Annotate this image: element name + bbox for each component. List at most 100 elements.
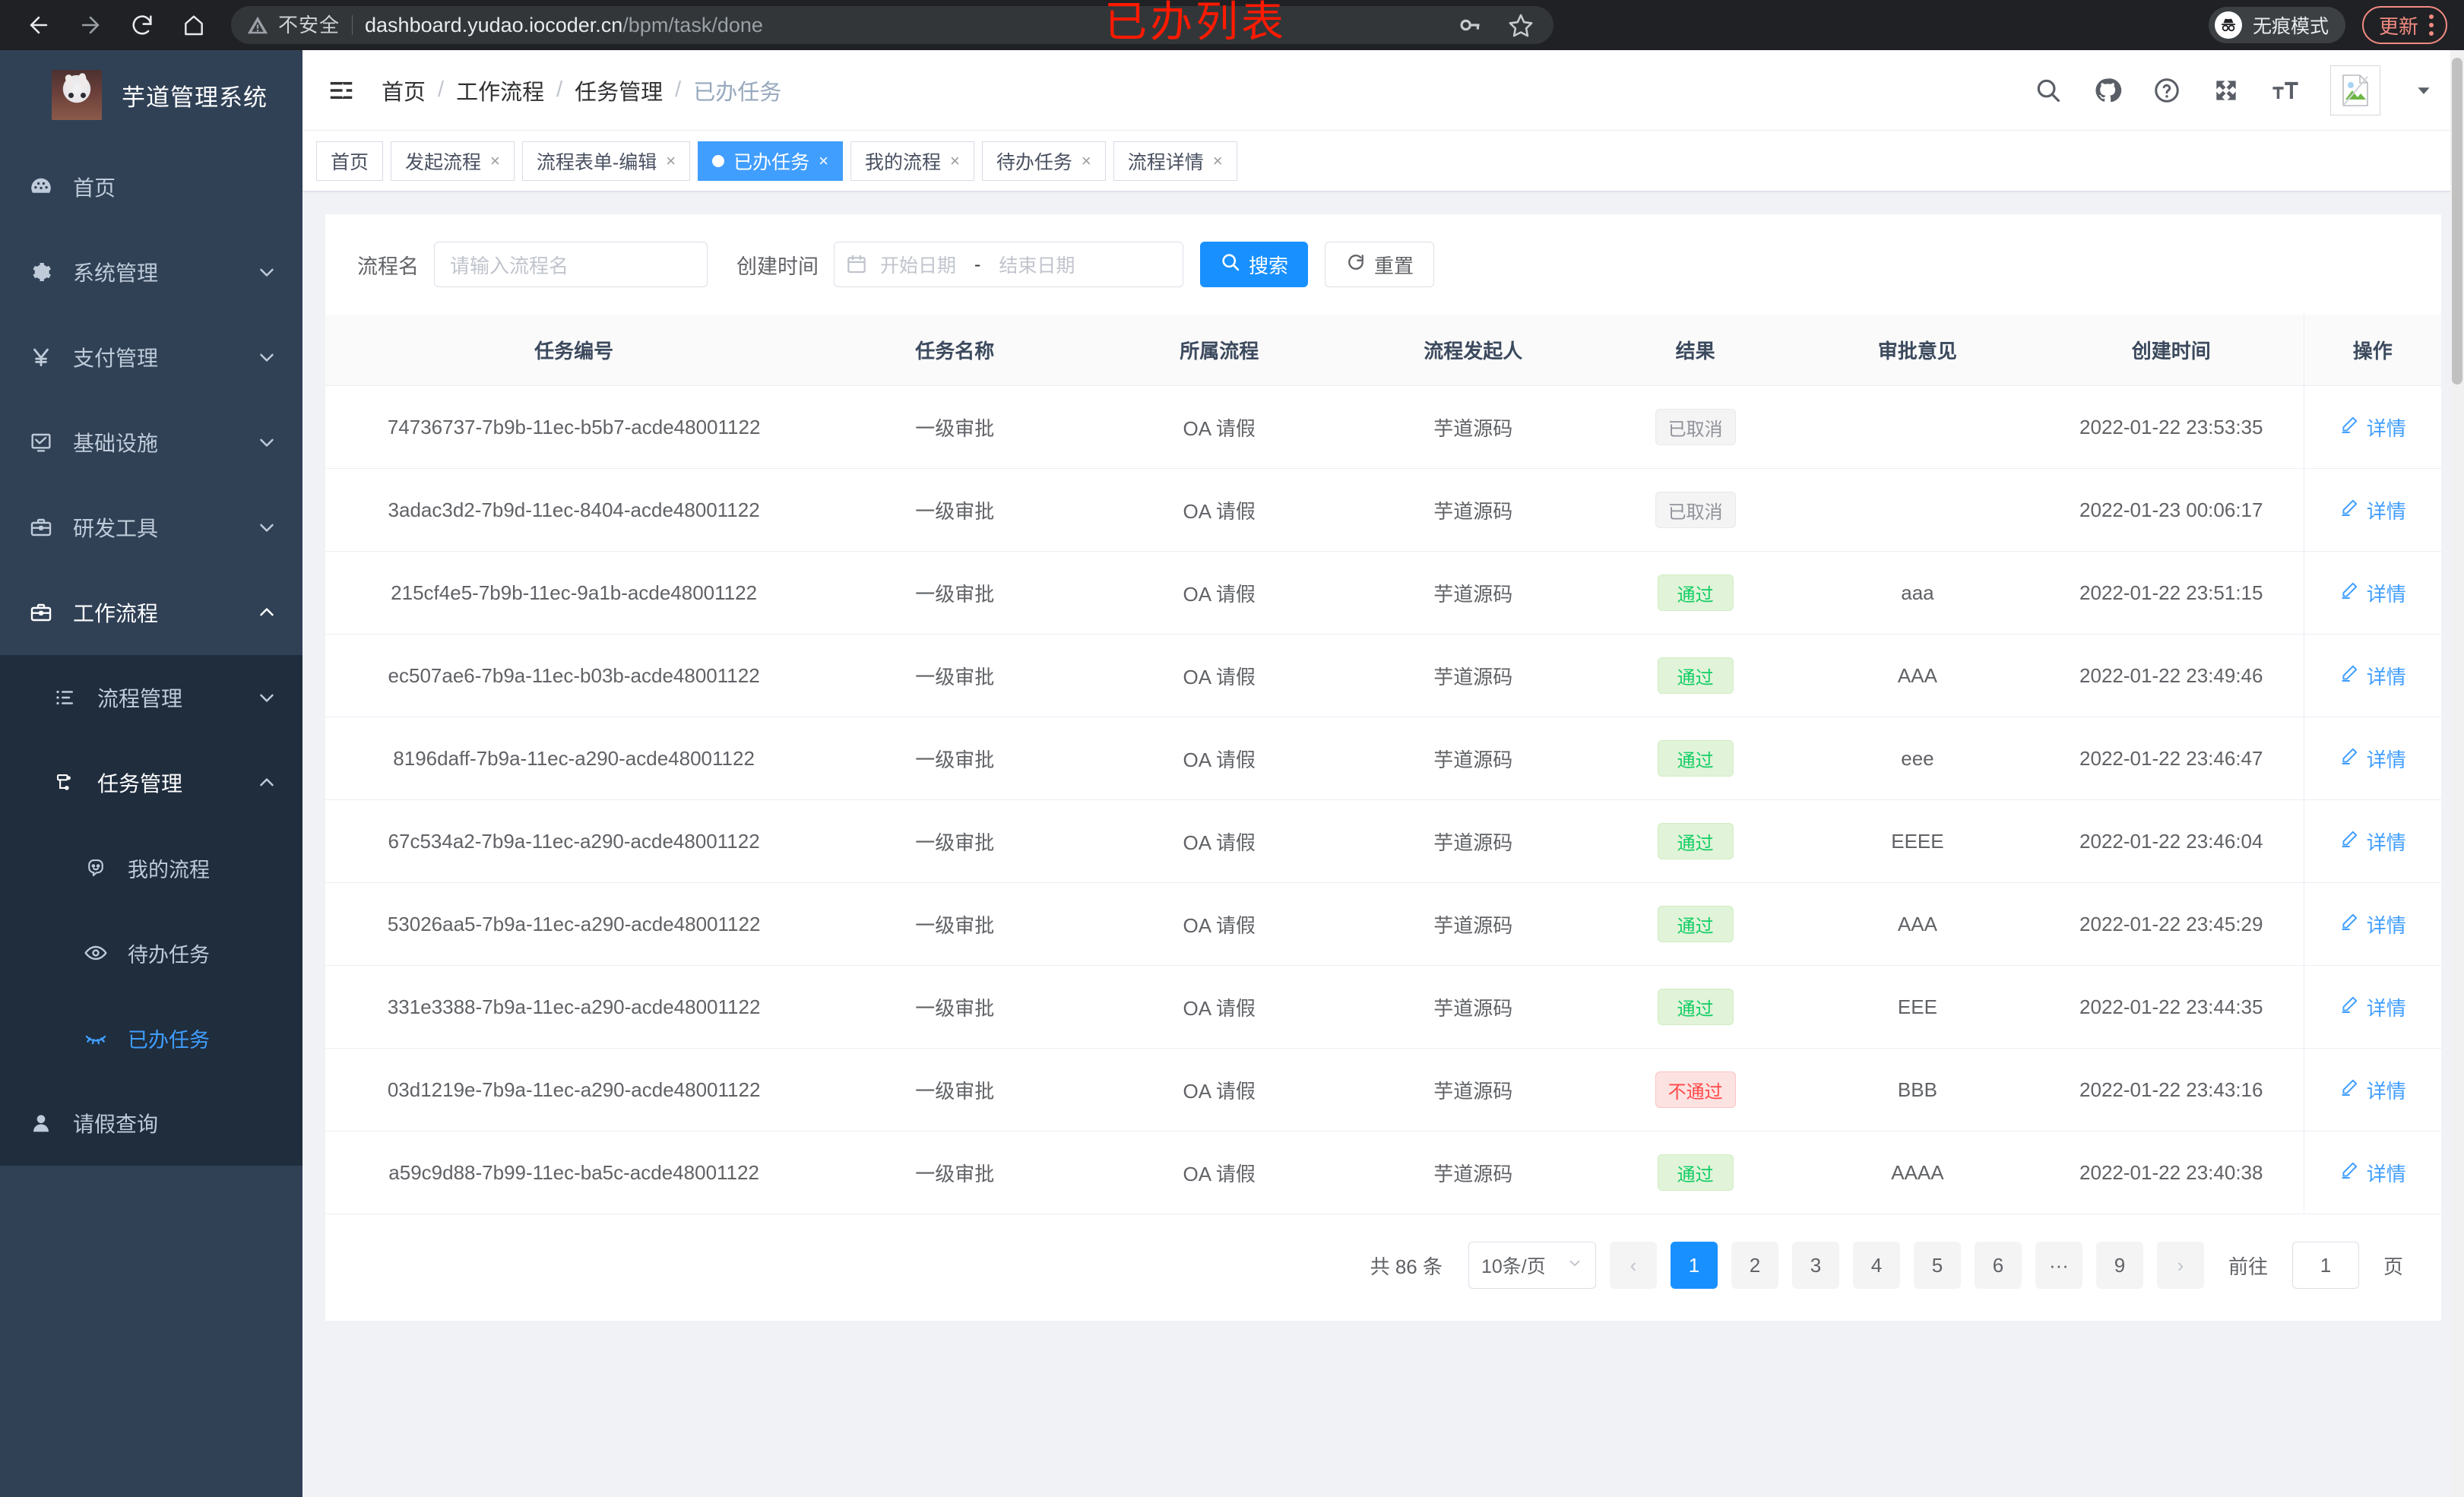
sidebar-item-my-process[interactable]: 我的流程 xyxy=(0,825,302,910)
prev-page-button[interactable]: ‹ xyxy=(1609,1242,1657,1289)
star-icon[interactable] xyxy=(1508,12,1534,38)
page-scrollbar-thumb[interactable] xyxy=(2452,58,2462,385)
page-button-3[interactable]: 3 xyxy=(1791,1242,1839,1289)
table-row[interactable]: a59c9d88-7b99-11ec-ba5c-acde48001122 一级审批… xyxy=(325,1131,2441,1214)
close-icon[interactable]: × xyxy=(666,150,676,170)
table-row[interactable]: 215cf4e5-7b9b-11ec-9a1b-acde48001122 一级审批… xyxy=(325,551,2441,635)
detail-button[interactable]: 详情 xyxy=(2339,1159,2406,1187)
reset-button[interactable]: 重置 xyxy=(1325,242,1435,287)
sidebar-item-system-management[interactable]: 系统管理 xyxy=(0,229,302,315)
hamburger-icon[interactable] xyxy=(322,76,360,105)
cell-starter: 芋道源码 xyxy=(1351,1131,1595,1214)
column-header-create-time[interactable]: 创建时间 xyxy=(2039,315,2304,386)
cell-create-time: 2022-01-22 23:46:47 xyxy=(2039,717,2304,800)
tab-done-task[interactable]: 已办任务 × xyxy=(698,141,843,181)
status-badge: 通过 xyxy=(1657,906,1734,942)
page-button-9[interactable]: 9 xyxy=(2095,1242,2143,1289)
page-button-4[interactable]: 4 xyxy=(1852,1242,1900,1289)
detail-button[interactable]: 详情 xyxy=(2339,413,2406,442)
table-row[interactable]: 8196daff-7b9a-11ec-a290-acde48001122 一级审批… xyxy=(325,717,2441,800)
search-icon[interactable] xyxy=(2034,76,2063,105)
home-button[interactable] xyxy=(172,3,216,47)
sidebar-item-infrastructure[interactable]: 基础设施 xyxy=(0,400,302,485)
sidebar-logo[interactable]: 芋道管理系统 xyxy=(0,50,302,140)
tab-start-process[interactable]: 发起流程 × xyxy=(391,141,515,181)
search-button[interactable]: 搜索 xyxy=(1200,242,1309,287)
tab-process-detail[interactable]: 流程详情 × xyxy=(1113,141,1237,181)
sidebar-item-process-management[interactable]: 流程管理 xyxy=(0,655,302,740)
fullscreen-icon[interactable] xyxy=(2212,76,2241,105)
detail-button[interactable]: 详情 xyxy=(2339,496,2406,524)
column-header-opinion[interactable]: 审批意见 xyxy=(1795,315,2040,386)
column-header-task-name[interactable]: 任务名称 xyxy=(822,315,1088,386)
reload-button[interactable] xyxy=(120,3,164,47)
page-scrollbar-track[interactable] xyxy=(2450,50,2464,1497)
github-icon[interactable] xyxy=(2093,76,2122,105)
cell-task-id: 8196daff-7b9a-11ec-a290-acde48001122 xyxy=(325,717,823,800)
top-bar-icons xyxy=(2034,65,2434,116)
caret-down-icon[interactable] xyxy=(2414,81,2434,100)
breadcrumb-item-1[interactable]: 工作流程 xyxy=(456,80,545,105)
sidebar-item-todo-task[interactable]: 待办任务 xyxy=(0,910,302,995)
table-row[interactable]: 331e3388-7b9a-11ec-a290-acde48001122 一级审批… xyxy=(325,965,2441,1049)
close-icon[interactable]: × xyxy=(1081,150,1091,170)
sidebar-item-workflow[interactable]: 工作流程 xyxy=(0,570,302,655)
table-row[interactable]: 03d1219e-7b9a-11ec-a290-acde48001122 一级审批… xyxy=(325,1048,2441,1131)
incognito-indicator[interactable]: 无痕模式 xyxy=(2208,7,2345,43)
column-header-process[interactable]: 所属流程 xyxy=(1087,315,1352,386)
sidebar-item-leave-query[interactable]: 请假查询 xyxy=(0,1081,302,1166)
kebab-menu-icon[interactable] xyxy=(2429,14,2434,36)
status-badge: 通过 xyxy=(1657,823,1734,859)
process-name-input[interactable]: 请输入流程名 xyxy=(434,242,708,287)
detail-button[interactable]: 详情 xyxy=(2339,910,2406,938)
page-button-5[interactable]: 5 xyxy=(1913,1242,1961,1289)
forward-button[interactable] xyxy=(68,3,112,47)
sidebar-item-payment-management[interactable]: 支付管理 xyxy=(0,315,302,400)
breadcrumb-item-0[interactable]: 首页 xyxy=(382,80,426,105)
goto-page-input[interactable]: 1 xyxy=(2291,1242,2359,1289)
font-size-icon[interactable] xyxy=(2271,76,2300,105)
column-header-result[interactable]: 结果 xyxy=(1595,315,1796,386)
search-button-label: 搜索 xyxy=(1249,254,1289,277)
tab-process-form-edit[interactable]: 流程表单-编辑 × xyxy=(521,141,691,181)
sidebar-item-done-task[interactable]: 已办任务 xyxy=(0,995,302,1081)
page-button-1[interactable]: 1 xyxy=(1670,1242,1718,1289)
table-row[interactable]: 53026aa5-7b9a-11ec-a290-acde48001122 一级审批… xyxy=(325,882,2441,966)
help-circle-icon[interactable] xyxy=(2152,76,2181,105)
close-icon[interactable]: × xyxy=(819,150,828,170)
tab-home[interactable]: 首页 xyxy=(316,141,384,181)
detail-button[interactable]: 详情 xyxy=(2339,579,2406,607)
page-button-6[interactable]: 6 xyxy=(1974,1242,2022,1289)
avatar[interactable] xyxy=(2330,65,2380,116)
create-time-range-picker[interactable]: 开始日期 - 结束日期 xyxy=(834,242,1183,287)
sidebar-item-home[interactable]: 首页 xyxy=(0,144,302,229)
close-icon[interactable]: × xyxy=(949,150,960,170)
page-size-select[interactable]: 10条/页 xyxy=(1468,1242,1596,1289)
detail-button[interactable]: 详情 xyxy=(2339,662,2406,690)
next-page-button[interactable]: › xyxy=(2156,1242,2204,1289)
table-row[interactable]: 3adac3d2-7b9d-11ec-8404-acde48001122 一级审批… xyxy=(325,468,2441,552)
table-row[interactable]: 67c534a2-7b9a-11ec-a290-acde48001122 一级审批… xyxy=(325,799,2441,883)
page-button-2[interactable]: 2 xyxy=(1731,1242,1778,1289)
detail-button[interactable]: 详情 xyxy=(2339,745,2406,773)
close-icon[interactable]: × xyxy=(490,150,500,170)
breadcrumb-item-2[interactable]: 任务管理 xyxy=(575,80,664,105)
tab-todo-task[interactable]: 待办任务 × xyxy=(981,141,1106,181)
tab-label: 我的流程 xyxy=(864,151,941,173)
detail-button[interactable]: 详情 xyxy=(2339,1076,2406,1104)
tab-my-process[interactable]: 我的流程 × xyxy=(850,141,974,181)
key-icon[interactable] xyxy=(1458,13,1482,37)
page-ellipsis[interactable]: ··· xyxy=(2035,1242,2082,1289)
close-icon[interactable]: × xyxy=(1212,150,1223,170)
detail-button[interactable]: 详情 xyxy=(2339,828,2406,856)
column-header-starter[interactable]: 流程发起人 xyxy=(1351,315,1595,386)
table-row[interactable]: ec507ae6-7b9a-11ec-b03b-acde48001122 一级审批… xyxy=(325,634,2441,717)
detail-button[interactable]: 详情 xyxy=(2339,993,2406,1021)
address-bar[interactable]: 不安全 dashboard.yudao.iocoder.cn/bpm/task/… xyxy=(231,6,1553,44)
update-button[interactable]: 更新 xyxy=(2361,6,2447,44)
sidebar-item-task-management[interactable]: 任务管理 xyxy=(0,740,302,825)
table-row[interactable]: 74736737-7b9b-11ec-b5b7-acde48001122 一级审批… xyxy=(325,385,2441,469)
sidebar-item-dev-tools[interactable]: 研发工具 xyxy=(0,485,302,570)
column-header-task-id[interactable]: 任务编号 xyxy=(325,315,823,386)
back-button[interactable] xyxy=(17,3,61,47)
